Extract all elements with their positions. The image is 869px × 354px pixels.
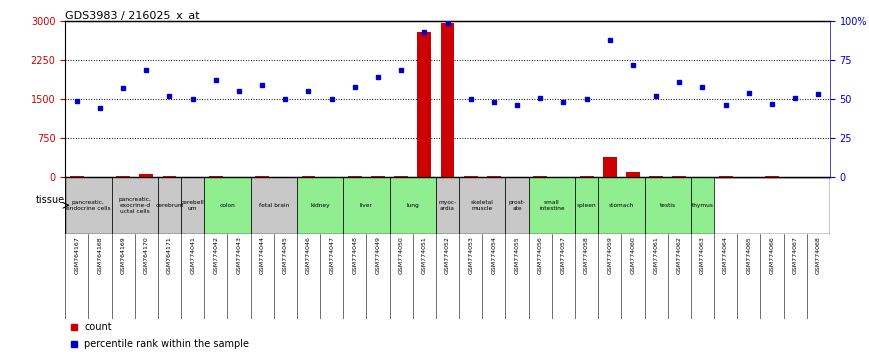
Text: GSM774062: GSM774062 bbox=[677, 236, 682, 274]
Bar bbox=[598, 177, 645, 234]
Text: kidney: kidney bbox=[310, 203, 330, 208]
Bar bbox=[65, 177, 111, 234]
Text: GSM774057: GSM774057 bbox=[561, 236, 566, 274]
Bar bbox=[417, 32, 431, 177]
Text: GSM774049: GSM774049 bbox=[375, 236, 381, 274]
Text: percentile rank within the sample: percentile rank within the sample bbox=[84, 339, 249, 349]
Text: prost-
ate: prost- ate bbox=[508, 200, 526, 211]
Text: spleen: spleen bbox=[577, 203, 596, 208]
Text: pancreatic,
endocrine cells: pancreatic, endocrine cells bbox=[66, 200, 110, 211]
Bar bbox=[626, 172, 640, 177]
Text: GSM774047: GSM774047 bbox=[329, 236, 335, 274]
Text: cerebell
um: cerebell um bbox=[181, 200, 204, 211]
Bar bbox=[250, 177, 297, 234]
Text: GSM774068: GSM774068 bbox=[816, 236, 821, 274]
Text: GSM774060: GSM774060 bbox=[630, 236, 635, 274]
Text: GSM774064: GSM774064 bbox=[723, 236, 728, 274]
Bar bbox=[459, 177, 506, 234]
Text: liver: liver bbox=[360, 203, 373, 208]
Text: testis: testis bbox=[660, 203, 676, 208]
Text: tissue: tissue bbox=[36, 195, 65, 205]
Bar bbox=[487, 176, 501, 177]
Bar bbox=[297, 177, 343, 234]
Text: GSM774042: GSM774042 bbox=[213, 236, 218, 274]
Text: stomach: stomach bbox=[608, 203, 634, 208]
Text: GSM774046: GSM774046 bbox=[306, 236, 311, 274]
Bar bbox=[158, 177, 181, 234]
Text: GSM774063: GSM774063 bbox=[700, 236, 705, 274]
Bar bbox=[389, 177, 436, 234]
Text: GSM774050: GSM774050 bbox=[399, 236, 404, 274]
Bar bbox=[371, 176, 385, 177]
Text: fetal brain: fetal brain bbox=[259, 203, 289, 208]
Text: GSM774056: GSM774056 bbox=[538, 236, 543, 274]
Text: GSM774043: GSM774043 bbox=[236, 236, 242, 274]
Text: GSM774051: GSM774051 bbox=[421, 236, 427, 274]
Bar bbox=[116, 176, 130, 177]
Text: small
intestine: small intestine bbox=[539, 200, 565, 211]
Text: GSM774066: GSM774066 bbox=[769, 236, 774, 274]
Text: GSM774059: GSM774059 bbox=[607, 236, 613, 274]
Text: GSM764170: GSM764170 bbox=[143, 236, 149, 274]
Text: GSM774048: GSM774048 bbox=[352, 236, 357, 274]
Bar bbox=[111, 177, 158, 234]
Text: GSM764167: GSM764167 bbox=[74, 236, 79, 274]
Text: count: count bbox=[84, 321, 112, 332]
Bar bbox=[603, 157, 617, 177]
Text: GSM774045: GSM774045 bbox=[282, 236, 288, 274]
Bar bbox=[691, 177, 714, 234]
Text: GSM774044: GSM774044 bbox=[260, 236, 265, 274]
Text: GSM774041: GSM774041 bbox=[190, 236, 196, 274]
Text: GSM764169: GSM764169 bbox=[121, 236, 126, 274]
Text: GSM774054: GSM774054 bbox=[491, 236, 496, 274]
Bar bbox=[645, 177, 691, 234]
Text: thymus: thymus bbox=[692, 203, 713, 208]
Text: lung: lung bbox=[407, 203, 419, 208]
Text: GSM764171: GSM764171 bbox=[167, 236, 172, 274]
Bar bbox=[139, 174, 153, 177]
Bar bbox=[343, 177, 389, 234]
Text: myoc-
ardia: myoc- ardia bbox=[438, 200, 457, 211]
Text: GSM774053: GSM774053 bbox=[468, 236, 474, 274]
Bar bbox=[436, 177, 459, 234]
Text: GSM774052: GSM774052 bbox=[445, 236, 450, 274]
Text: GSM774055: GSM774055 bbox=[514, 236, 520, 274]
Text: GSM764168: GSM764168 bbox=[97, 236, 103, 274]
Bar bbox=[528, 177, 575, 234]
Text: GSM774058: GSM774058 bbox=[584, 236, 589, 274]
Bar bbox=[441, 23, 454, 177]
Text: pancreatic,
exocrine-d
uctal cells: pancreatic, exocrine-d uctal cells bbox=[118, 197, 151, 213]
Text: skeletal
muscle: skeletal muscle bbox=[471, 200, 494, 211]
Text: GSM774065: GSM774065 bbox=[746, 236, 752, 274]
Bar bbox=[506, 177, 528, 234]
Text: GSM774061: GSM774061 bbox=[653, 236, 659, 274]
Text: colon: colon bbox=[220, 203, 235, 208]
Text: GDS3983 / 216025_x_at: GDS3983 / 216025_x_at bbox=[65, 10, 200, 21]
Text: cerebrum: cerebrum bbox=[156, 203, 183, 208]
Bar bbox=[181, 177, 204, 234]
Bar bbox=[163, 176, 176, 177]
Bar bbox=[575, 177, 598, 234]
Text: GSM774067: GSM774067 bbox=[793, 236, 798, 274]
Bar bbox=[204, 177, 250, 234]
